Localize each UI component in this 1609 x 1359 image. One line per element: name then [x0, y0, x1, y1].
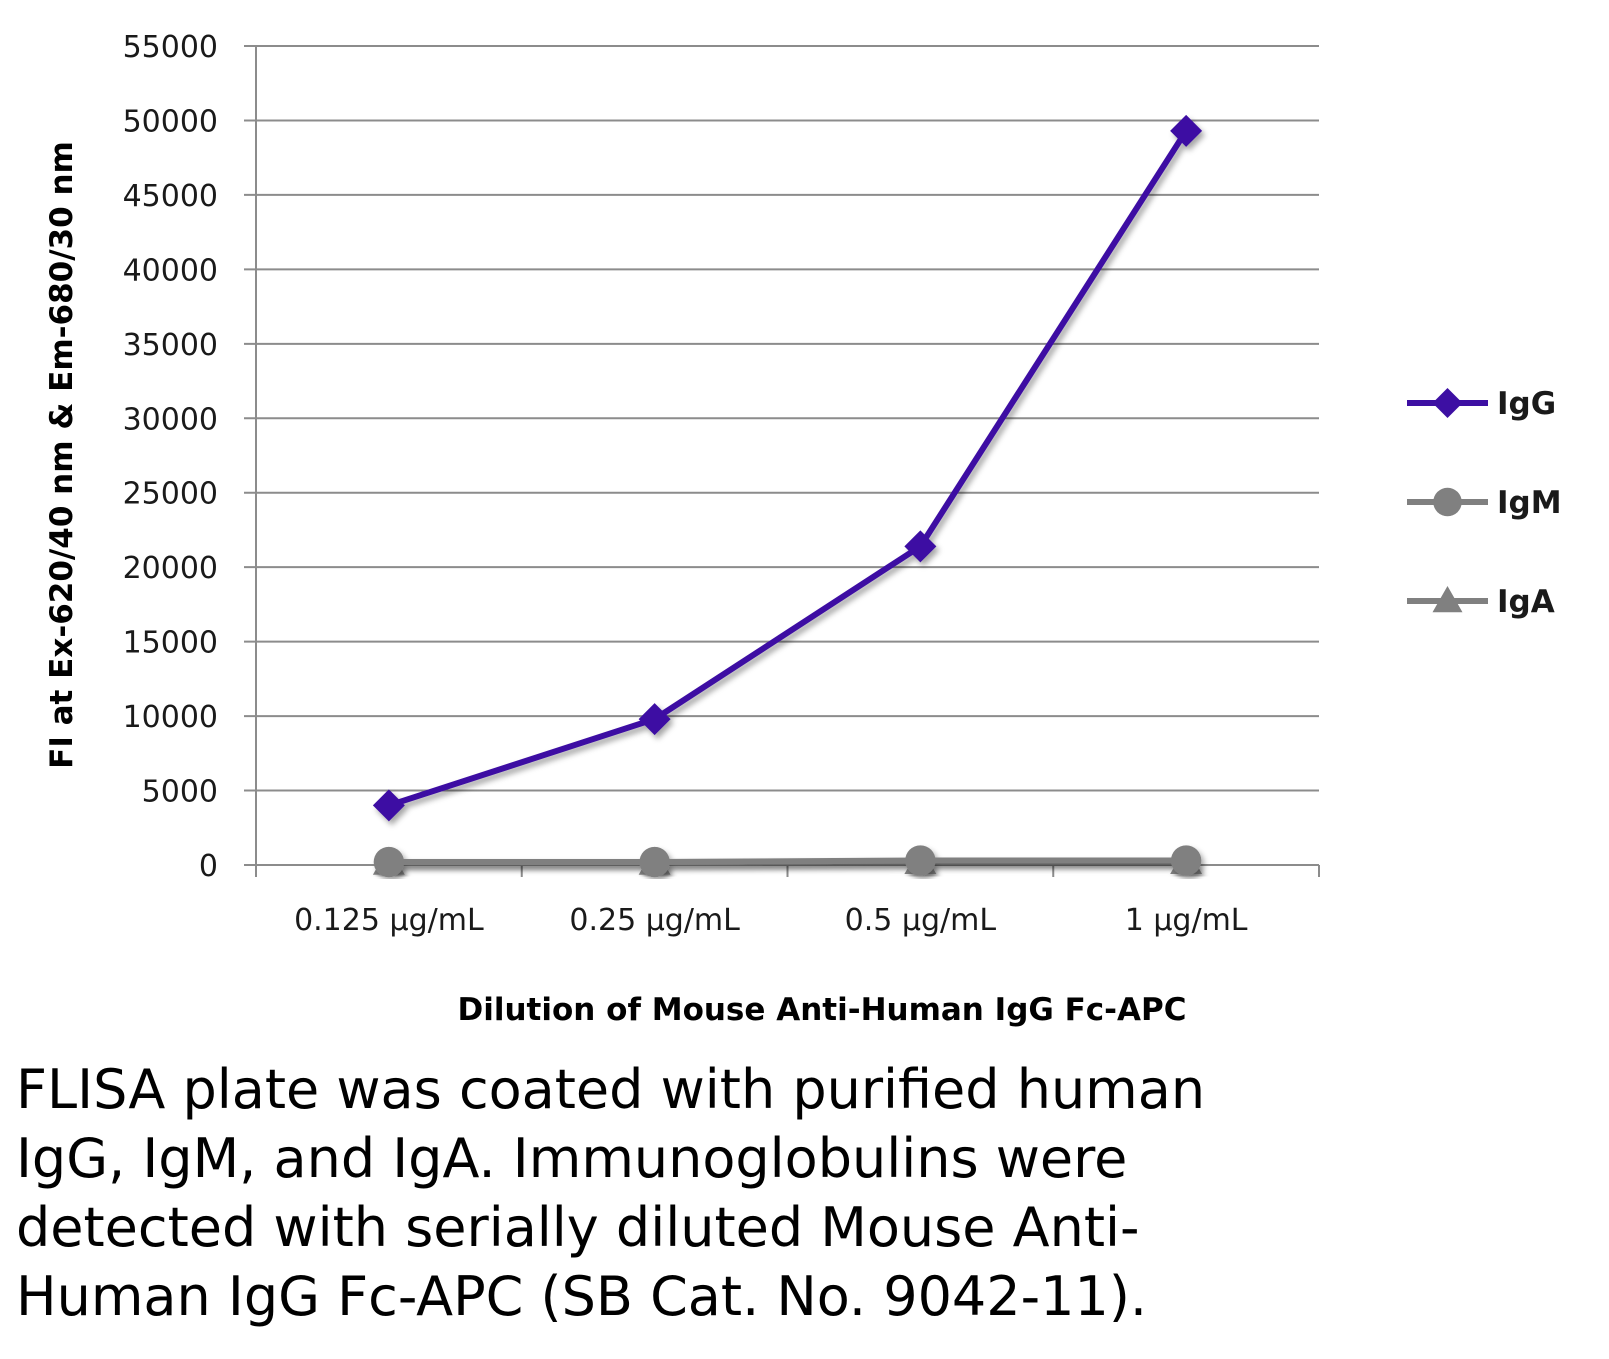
y-tick-label: 30000	[123, 402, 218, 437]
legend: IgG IgM IgA	[1407, 386, 1562, 620]
data-point-igg	[372, 789, 405, 822]
legend-label: IgM	[1497, 485, 1562, 521]
series	[372, 114, 1203, 878]
data-point-igm	[639, 846, 670, 878]
legend-item-igg: IgG	[1407, 386, 1556, 422]
legend-marker	[1433, 487, 1462, 517]
data-point-igg	[904, 530, 937, 563]
y-tick-label: 55000	[123, 30, 218, 65]
y-axis-title: FI at Ex-620/40 nm & Em-680/30 nm	[44, 141, 80, 769]
y-tick-label: 35000	[123, 328, 218, 363]
x-tick-labels: 0.125 µg/mL 0.25 µg/mL 0.5 µg/mL 1 µg/mL	[294, 903, 1248, 938]
gridlines	[244, 45, 1319, 792]
series-igg	[372, 114, 1203, 822]
legend-marker	[1432, 586, 1463, 613]
y-tick-label: 5000	[142, 775, 218, 810]
y-tick-label: 45000	[123, 179, 218, 214]
x-axis-title: Dilution of Mouse Anti-Human IgG Fc-APC	[457, 992, 1186, 1028]
x-tick-label: 0.25 µg/mL	[569, 903, 740, 938]
data-point-igg	[1170, 114, 1203, 147]
x-tick-label: 0.5 µg/mL	[845, 903, 997, 938]
y-tick-label: 15000	[123, 626, 218, 661]
y-tick-label: 10000	[123, 700, 218, 735]
data-point-igg	[638, 703, 671, 736]
series-line-igg	[387, 129, 1189, 809]
series-igm	[373, 845, 1202, 878]
data-point-igm	[373, 846, 405, 878]
y-tick-labels: 0 5000 10000 15000 20000 25000 30000 35000 40000…	[123, 30, 218, 884]
y-tick-label: 50000	[123, 104, 218, 139]
x-tick-label: 0.125 µg/mL	[294, 903, 484, 938]
series-line-igm	[388, 857, 1187, 866]
data-point-igm	[905, 845, 936, 876]
legend-marker	[1432, 388, 1463, 418]
y-tick-label: 20000	[123, 551, 218, 586]
y-tick-label: 25000	[123, 477, 218, 512]
legend-item-iga: IgA	[1407, 584, 1555, 620]
legend-label: IgA	[1497, 584, 1555, 620]
legend-item-igm: IgM	[1407, 485, 1562, 521]
y-tick-label: 40000	[123, 253, 218, 288]
line-chart: 0 5000 10000 15000 20000 25000 30000 35000 40000…	[44, 30, 1562, 1028]
legend-label: IgG	[1497, 386, 1556, 422]
x-tick-label: 1 µg/mL	[1125, 903, 1248, 938]
figure-caption: FLISA plate was coated with purified hum…	[16, 1058, 1206, 1328]
data-point-igm	[1170, 845, 1202, 876]
y-tick-label: 0	[199, 849, 218, 884]
